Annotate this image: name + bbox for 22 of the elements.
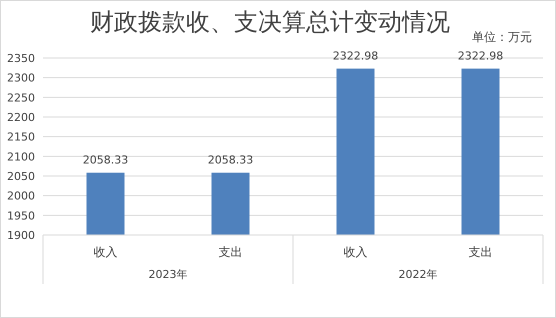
y-tick-label: 2300: [7, 72, 35, 85]
y-tick-label: 2050: [7, 170, 35, 183]
y-tick-label: 2150: [7, 130, 35, 144]
data-label: 2058.33: [208, 154, 254, 167]
data-label: 2322.98: [458, 50, 504, 63]
chart-subtitle: 单位：万元: [472, 30, 532, 44]
x-tick-label: 支出: [218, 245, 242, 259]
y-tick-label: 1950: [7, 209, 35, 222]
y-tick-label: 2100: [7, 150, 35, 164]
y-tick-label: 2250: [7, 91, 35, 104]
x-tick-label: 收入: [94, 245, 118, 259]
chart-title: 财政拨款收、支决算总计变动情况: [90, 8, 450, 36]
text: 2022年: [398, 268, 438, 281]
data-label: 2058.33: [82, 154, 128, 167]
data-label: 2322.98: [332, 50, 378, 63]
x-tick-label: 支出: [468, 245, 492, 259]
y-tick-label: 2350: [7, 52, 35, 65]
y-tick-label: 2200: [7, 111, 35, 124]
y-tick-label: 2000: [7, 190, 35, 203]
text: 2023年: [148, 268, 188, 281]
y-tick-label: 1900: [7, 229, 35, 242]
x-tick-label: 收入: [344, 245, 368, 259]
